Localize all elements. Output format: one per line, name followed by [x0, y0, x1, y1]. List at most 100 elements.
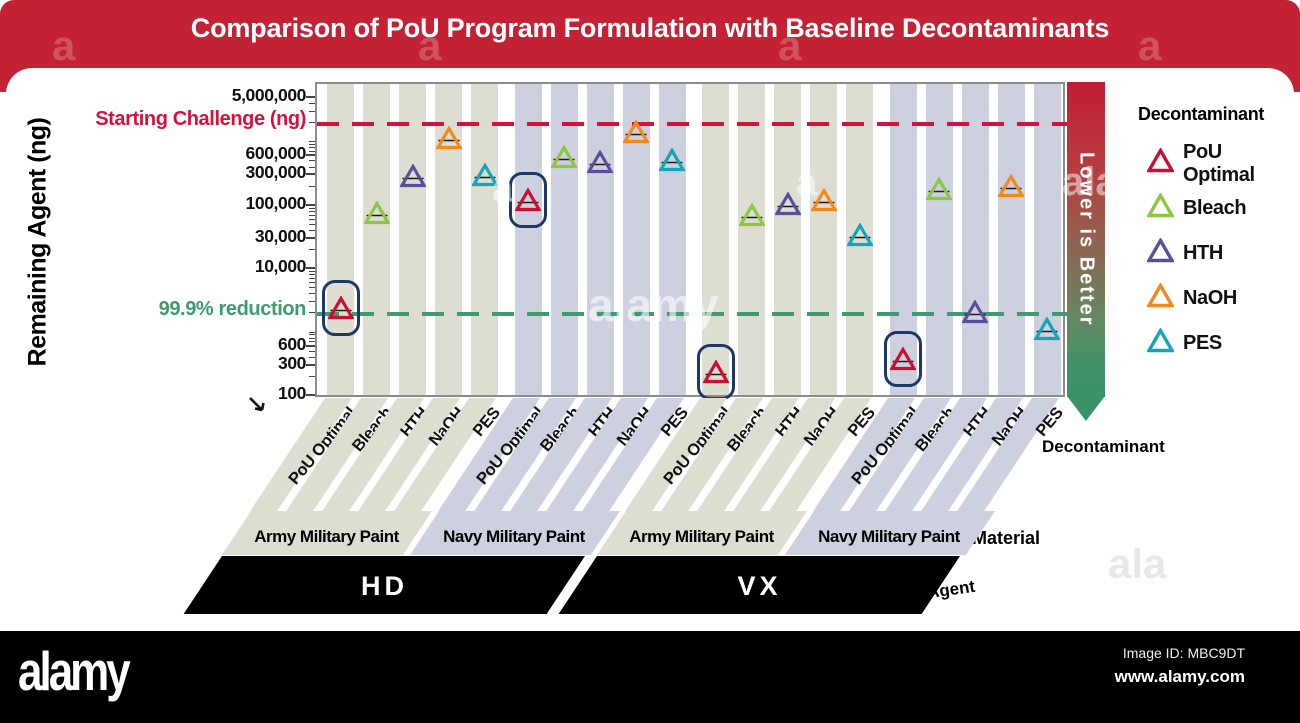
lower-is-better-label: Lower is Better [1075, 152, 1098, 327]
marker-pes-hd-army-military-paint [470, 162, 499, 187]
marker-hth-vx-navy-military-paint [961, 299, 989, 324]
decontaminant-axis-label: Decontaminant [1042, 437, 1165, 456]
y-tick-label: 30,000 [254, 225, 307, 246]
y-minor-tick [309, 204, 315, 206]
reduction-999-line [317, 312, 1067, 317]
plot-area [315, 82, 1067, 400]
y-minor-tick [309, 185, 315, 187]
legend: Decontaminant PoU Optimal Bleach HTH NaOH PE… [1138, 104, 1298, 366]
y-minor-tick [309, 218, 315, 220]
y-minor-tick [309, 214, 315, 216]
highlight-box [509, 171, 547, 228]
y-minor-tick [309, 331, 315, 333]
lower-is-better-arrow-icon [1067, 396, 1105, 421]
marker-bleach-vx-navy-military-paint [925, 176, 953, 201]
marker-pes-vx-navy-military-paint [1033, 315, 1061, 341]
y-minor-tick [309, 111, 315, 113]
y-minor-tick [309, 122, 315, 124]
legend-item-label: PES [1183, 332, 1222, 354]
y-tick-label: 300,000 [245, 162, 307, 183]
legend-item-bleach: Bleach [1138, 186, 1298, 231]
marker-hth-vx-army-military-paint [773, 191, 802, 216]
y-tick-label: 100,000 [245, 192, 307, 213]
column-stripe [702, 84, 729, 395]
y-minor-tick [309, 144, 315, 146]
y-minor-tick [309, 375, 315, 377]
axis-corner-arrow-icon [246, 395, 268, 422]
legend-item-pou-optimal: PoU Optimal [1138, 141, 1298, 186]
pes-triangle-icon [1146, 327, 1175, 359]
y-minor-tick [309, 337, 315, 339]
legend-item-naoh: NaOH [1138, 276, 1298, 321]
marker-bleach-vx-army-military-paint [737, 201, 766, 227]
highlight-box [321, 280, 360, 337]
y-minor-tick [309, 301, 315, 303]
y-minor-tick [309, 155, 315, 157]
column-stripe [961, 84, 989, 395]
marker-pes-vx-army-military-paint [845, 222, 874, 247]
column-stripe [810, 84, 837, 395]
y-minor-tick [309, 96, 315, 98]
column-stripe [658, 84, 686, 395]
y-minor-tick [309, 271, 315, 273]
y-minor-tick [309, 141, 315, 143]
column-stripe [327, 84, 354, 395]
y-minor-tick [309, 229, 315, 231]
marker-naoh-vx-navy-military-paint [997, 173, 1025, 198]
y-minor-tick [309, 293, 315, 295]
lower-is-better-bar: Lower is Better [1067, 82, 1105, 397]
y-minor-tick [309, 151, 315, 153]
y-minor-tick [309, 174, 315, 176]
marker-naoh-vx-army-military-paint [809, 186, 838, 212]
y-minor-tick [309, 364, 315, 366]
column-stripe [738, 84, 765, 395]
y-tick-label: 600,000 [245, 143, 307, 164]
y-minor-tick [309, 312, 315, 314]
starting-challenge-label: Starting Challenge (ng) [95, 108, 306, 131]
material-band-label: Army Military Paint [629, 527, 774, 546]
column-stripe [363, 84, 390, 395]
y-minor-tick [309, 160, 315, 162]
legend-item-label: NaOH [1183, 287, 1237, 309]
y-minor-tick [309, 207, 315, 209]
footer-bar: alamy Image ID: MBC9DT www.alamy.com [0, 631, 1300, 723]
marker-pes-hd-navy-military-paint [658, 147, 686, 172]
column-stripe [925, 84, 953, 395]
marker-bleach-hd-navy-military-paint [550, 144, 578, 169]
y-minor-tick [309, 103, 315, 105]
naoh-triangle-icon [1146, 282, 1175, 314]
agent-band-label: HD [361, 571, 408, 601]
material-band-label: Army Military Paint [254, 527, 399, 546]
agent-band-label: VX [737, 571, 782, 601]
material-band-label: Navy Military Paint [818, 527, 960, 546]
y-minor-tick [309, 334, 315, 336]
watermark-partial: ala [1108, 540, 1167, 587]
y-minor-tick [309, 166, 315, 168]
y-tick-label: 100 [278, 383, 306, 403]
y-minor-tick [309, 268, 315, 270]
y-minor-tick [309, 282, 315, 284]
marker-pou-optimal-vx-army-military-paint [701, 359, 730, 384]
reduction-999-label: 99.9% reduction [158, 298, 307, 321]
y-minor-tick [309, 147, 315, 149]
column-stripe [774, 84, 801, 395]
marker-bleach-hd-army-military-paint [362, 200, 391, 225]
marker-hth-hd-army-military-paint [398, 163, 427, 188]
column-stripe [997, 84, 1025, 395]
material-axis-label: Material [972, 528, 1041, 548]
y-minor-tick [309, 350, 315, 352]
marker-naoh-hd-army-military-paint [434, 125, 463, 150]
column-stripe [1033, 84, 1061, 395]
bleach-triangle-icon [1146, 192, 1175, 224]
legend-item-label: PoU Optimal [1183, 140, 1255, 186]
y-tick-label: 300 [278, 352, 306, 373]
material-band-label: Navy Military Paint [443, 527, 585, 546]
marker-hth-hd-navy-military-paint [586, 149, 614, 174]
y-minor-tick [309, 274, 315, 276]
marker-pou-optimal-vx-navy-military-paint [889, 346, 917, 371]
page-title: Comparison of PoU Program Formulation wi… [190, 13, 1110, 43]
marker-pou-optimal-hd-army-military-paint [326, 295, 355, 320]
legend-item-label: HTH [1183, 242, 1223, 264]
hth-triangle-icon [1146, 237, 1175, 269]
